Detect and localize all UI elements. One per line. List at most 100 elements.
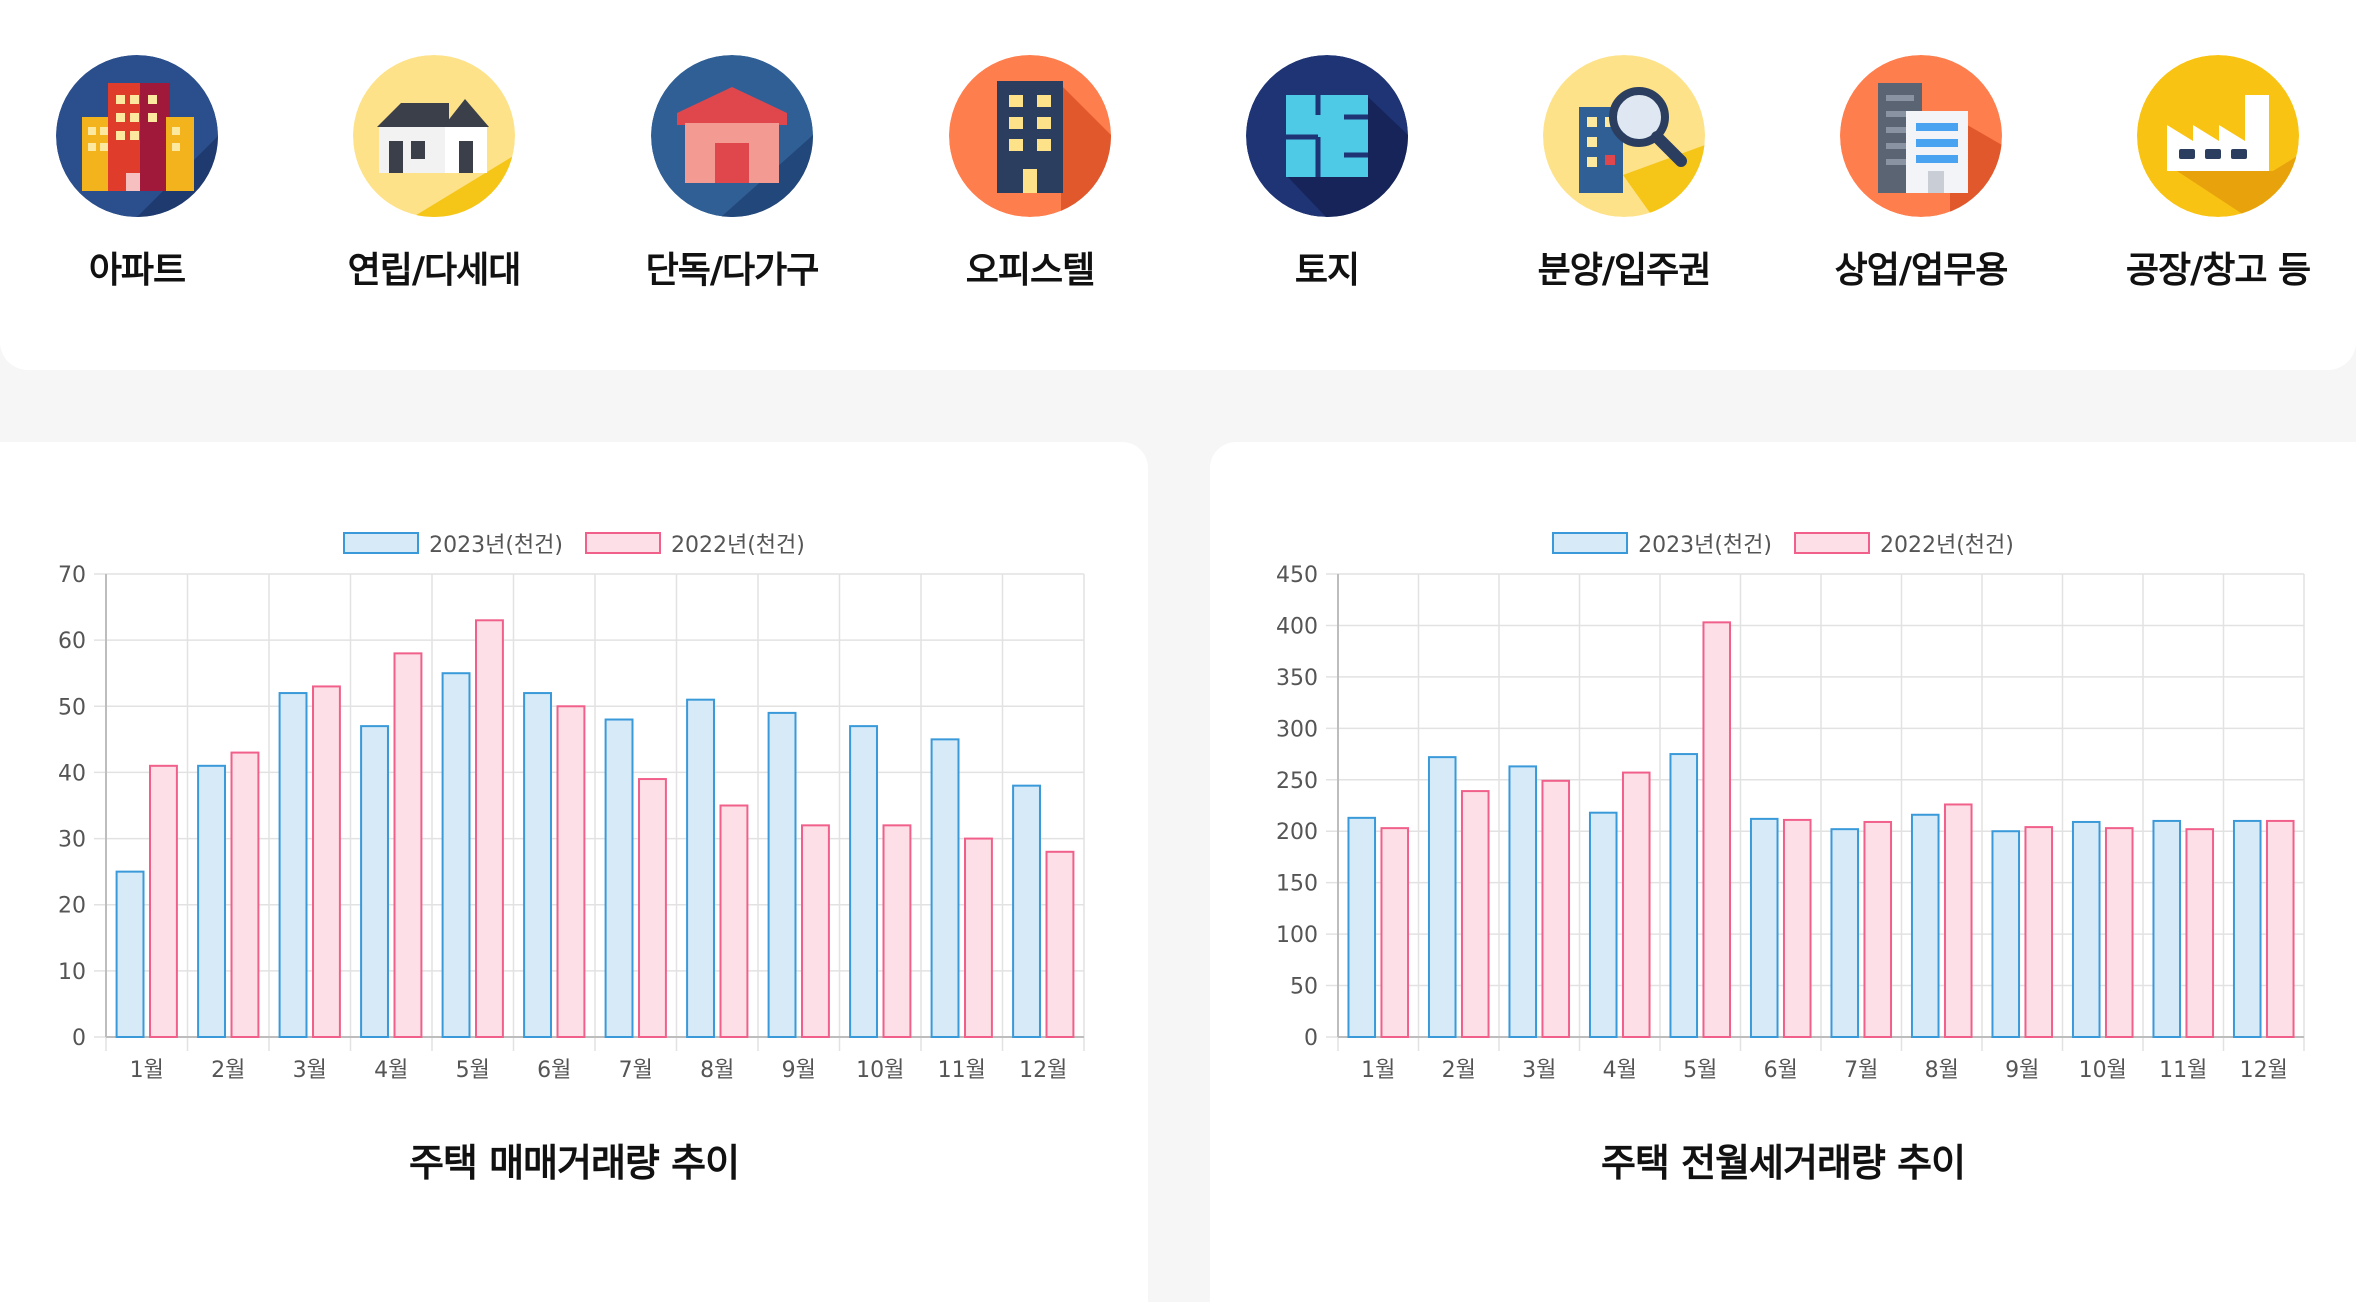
chart-legend: 2023년(천건) 2022년(천건) — [0, 527, 1148, 559]
bar-2022 — [1863, 820, 1893, 1038]
property-category-panel: 아파트 연립/다세대 — [0, 0, 2356, 370]
category-label: 연립/다세대 — [347, 250, 522, 291]
x-tick-label: 6월 — [537, 1058, 571, 1083]
bar-2023 — [441, 672, 471, 1038]
bar-2022 — [1782, 818, 1812, 1038]
bar-2022 — [801, 824, 830, 1039]
y-tick-label: 0 — [72, 1026, 86, 1051]
category-label: 상업/업무용 — [1834, 250, 2009, 291]
bar-2023 — [1588, 811, 1618, 1038]
category-apartment[interactable]: 아파트 — [7, 55, 267, 293]
bar-2023 — [1347, 816, 1377, 1039]
bar-2022 — [1460, 790, 1490, 1038]
category-townhouse[interactable]: 연립/다세대 — [304, 55, 564, 293]
y-tick-label: 150 — [1276, 872, 1318, 897]
x-tick-label: 9월 — [2005, 1058, 2039, 1083]
x-tick-label: 7월 — [1844, 1058, 1878, 1083]
rental-volume-bar-chart: 0 50 100 150 200 250 300 350 400 450 1월 2월 3월 4월 5월 6월 7… — [1276, 563, 2305, 1083]
bar-2022 — [1380, 827, 1410, 1038]
category-label: 아파트 — [88, 250, 186, 291]
y-tick-label: 250 — [1276, 769, 1318, 794]
category-presale[interactable]: 분양/입주권 — [1494, 55, 1754, 293]
bar-2023 — [849, 725, 878, 1038]
y-tick-label: 10 — [58, 960, 86, 985]
bar-2023 — [1910, 813, 1940, 1039]
category-land[interactable]: 토지 — [1197, 55, 1457, 293]
x-tick-label: 3월 — [1522, 1058, 1556, 1083]
bar-2023 — [197, 764, 226, 1038]
bar-2022 — [2185, 828, 2215, 1039]
category-label: 오피스텔 — [965, 250, 1095, 291]
category-label: 분양/입주권 — [1537, 250, 1712, 291]
bar-2023 — [686, 698, 715, 1038]
legend-item-2023[interactable]: 2023년(천건) — [343, 527, 563, 559]
category-officetel[interactable]: 오피스텔 — [900, 55, 1160, 293]
category-commercial[interactable]: 상업/업무용 — [1791, 55, 2051, 293]
bar-2023 — [2071, 820, 2101, 1038]
x-tick-label: 1월 — [130, 1058, 164, 1083]
rental-volume-chart-card: 2023년(천건) 2022년(천건) 0 50 100 150 200 250 300 35… — [1210, 442, 2356, 1302]
bar-2022 — [2265, 819, 2295, 1038]
bar-2023 — [930, 738, 960, 1038]
x-tick-label: 1월 — [1361, 1058, 1395, 1083]
legend-label-2022: 2022년(천건) — [671, 533, 805, 558]
y-tick-label: 200 — [1276, 820, 1318, 845]
legend-swatch-2022 — [585, 532, 661, 554]
legend-item-2023[interactable]: 2023년(천건) — [1552, 527, 1772, 559]
chart-legend: 2023년(천건) 2022년(천건) — [1210, 527, 2356, 559]
bar-2023 — [2152, 819, 2182, 1038]
sales-volume-chart-card: 2023년(천건) 2022년(천건) 0 10 20 30 40 50 60 70 1월 2월 3… — [0, 442, 1148, 1302]
x-tick-label: 5월 — [1683, 1058, 1717, 1083]
officetel-icon — [949, 55, 1111, 217]
bar-2022 — [556, 705, 586, 1038]
land-plan-icon — [1246, 55, 1408, 217]
y-tick-label: 400 — [1276, 614, 1318, 639]
factory-icon — [2137, 55, 2299, 217]
y-tick-label: 60 — [58, 629, 86, 654]
bar-2022 — [719, 804, 749, 1038]
bar-2023 — [523, 692, 552, 1039]
x-tick-label: 10월 — [2079, 1058, 2127, 1083]
x-tick-label: 6월 — [1764, 1058, 1798, 1083]
bar-2023 — [767, 711, 797, 1038]
bar-2023 — [1991, 830, 2021, 1038]
bar-2022 — [393, 652, 423, 1038]
x-tick-label: 11월 — [2159, 1058, 2207, 1083]
detached-house-icon — [651, 55, 813, 217]
category-detached-house[interactable]: 단독/다가구 — [602, 55, 862, 293]
category-factory[interactable]: 공장/창고 등 — [2088, 55, 2348, 293]
legend-swatch-2022 — [1794, 532, 1870, 554]
x-tick-label: 12월 — [2240, 1058, 2288, 1083]
sales-volume-bar-chart: 0 10 20 30 40 50 60 70 1월 2월 3월 4월 5월 6월 7월 8월 9월 10월 11월 1… — [58, 563, 1085, 1083]
legend-item-2022[interactable]: 2022년(천건) — [585, 527, 805, 559]
bar-2023 — [1669, 753, 1699, 1038]
bar-2022 — [312, 685, 341, 1038]
x-tick-label: 5월 — [456, 1058, 490, 1083]
y-tick-label: 30 — [58, 828, 86, 853]
x-tick-label: 2월 — [1442, 1058, 1476, 1083]
bar-2023 — [1508, 765, 1538, 1038]
category-label: 토지 — [1294, 250, 1360, 291]
bar-2022 — [1702, 621, 1732, 1038]
bar-2022 — [1541, 779, 1571, 1038]
legend-swatch-2023 — [1552, 532, 1629, 554]
y-tick-label: 20 — [58, 894, 86, 919]
bar-2022 — [2104, 827, 2134, 1038]
category-label: 공장/창고 등 — [2125, 250, 2311, 291]
x-tick-label: 12월 — [1019, 1058, 1067, 1083]
x-tick-label: 4월 — [1603, 1058, 1637, 1083]
bar-2022 — [230, 751, 260, 1038]
bar-2022 — [1045, 850, 1075, 1038]
x-tick-label: 7월 — [619, 1058, 653, 1083]
legend-label-2022: 2022년(천건) — [1880, 533, 2014, 558]
category-label: 단독/다가구 — [645, 250, 820, 291]
bar-2023 — [1830, 828, 1860, 1039]
y-tick-label: 70 — [58, 563, 86, 588]
y-tick-label: 450 — [1276, 563, 1318, 588]
legend-item-2022[interactable]: 2022년(천건) — [1794, 527, 2014, 559]
bar-2022 — [638, 778, 667, 1038]
y-tick-label: 50 — [58, 695, 86, 720]
y-tick-label: 0 — [1304, 1026, 1318, 1051]
bar-2023 — [1749, 817, 1779, 1038]
y-tick-label: 350 — [1276, 666, 1318, 691]
